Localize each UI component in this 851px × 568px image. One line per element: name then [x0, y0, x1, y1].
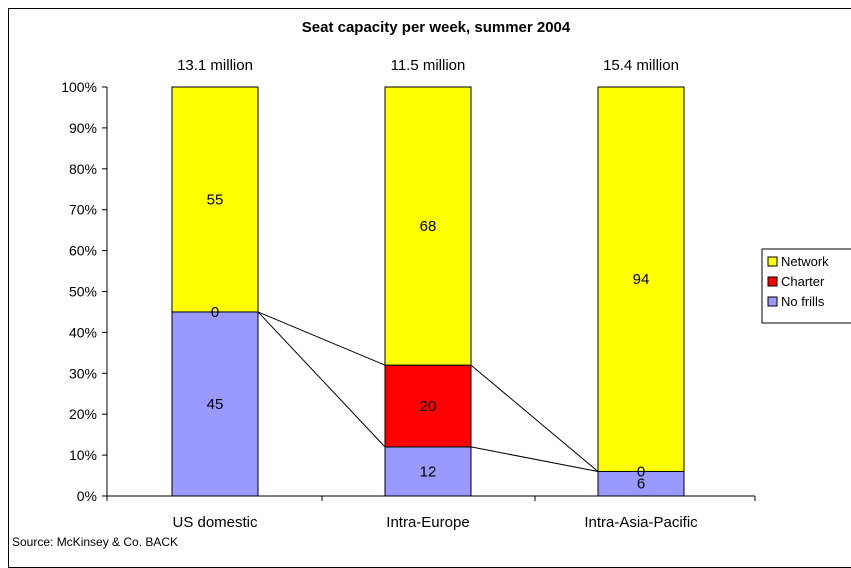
- category-total-label: 15.4 million: [603, 57, 679, 74]
- stacked-bar-chart: Seat capacity per week, summer 2004 0% 10…: [12, 19, 851, 549]
- legend-label: Charter: [781, 274, 825, 289]
- data-label: 0: [637, 463, 645, 480]
- data-label: 20: [420, 398, 437, 415]
- legend-swatch-network: [767, 256, 778, 267]
- series-line: [470, 446, 599, 472]
- y-tick-label: 80%: [69, 161, 97, 177]
- legend-swatch-charter: [767, 276, 778, 287]
- legend-label: No frills: [781, 294, 825, 309]
- y-tick-label: 50%: [69, 284, 97, 300]
- y-tick-label: 20%: [69, 406, 97, 422]
- series-line: [470, 364, 599, 472]
- data-label: 0: [211, 304, 219, 321]
- bar-segment-no-frills: [597, 470, 685, 497]
- bar-segment-no-frills: [171, 311, 259, 497]
- series-line: [257, 311, 386, 366]
- data-label: 68: [420, 218, 437, 235]
- x-category-label: Intra-Asia-Pacific: [584, 514, 698, 531]
- bar-segment-network: [597, 86, 685, 472]
- series-line: [257, 311, 386, 448]
- y-tick-label: 70%: [69, 202, 97, 218]
- x-category-label: US domestic: [172, 514, 258, 531]
- y-tick-label: 60%: [69, 243, 97, 259]
- source-footer[interactable]: Source: McKinsey & Co. BACK: [12, 535, 178, 549]
- chart-title: Seat capacity per week, summer 2004: [302, 19, 571, 36]
- data-label: 6: [637, 476, 645, 493]
- y-tick-label: 90%: [69, 120, 97, 136]
- y-tick-label: 0%: [77, 488, 97, 504]
- category-total-label: 11.5 million: [391, 57, 466, 74]
- bar-segment-network: [171, 86, 259, 313]
- y-tick-label: 100%: [61, 79, 97, 95]
- x-category-label: Intra-Europe: [386, 514, 469, 531]
- category-total-label: 13.1 million: [177, 57, 253, 74]
- bar-segment-network: [384, 86, 472, 366]
- legend: Network Charter No frills: [761, 248, 851, 324]
- legend-swatch-no-frills: [767, 296, 778, 307]
- legend-label: Network: [781, 254, 829, 269]
- data-label: 55: [207, 191, 224, 208]
- y-tick-label: 10%: [69, 447, 97, 463]
- y-tick-label: 40%: [69, 324, 97, 340]
- data-label: 45: [207, 396, 224, 413]
- y-tick-label: 30%: [69, 365, 97, 381]
- data-label: 12: [420, 463, 437, 480]
- plot-area: 0% 10% 20% 30% 40% 50% 60% 70% 80% 90% 100% 45 0 55 13…: [61, 57, 756, 531]
- data-label: 94: [633, 271, 650, 288]
